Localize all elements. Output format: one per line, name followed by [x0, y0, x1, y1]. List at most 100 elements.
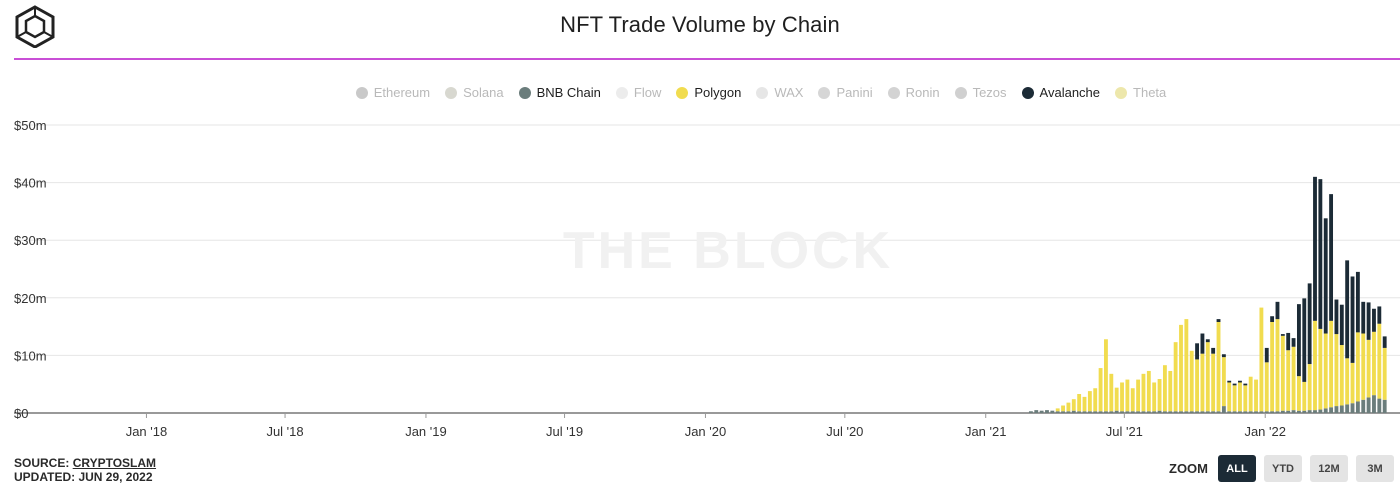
bar-avalanche [1355, 271, 1360, 333]
bar-polygon [1227, 382, 1232, 412]
watermark: THE BLOCK [563, 222, 893, 280]
bar-bnb-chain [1179, 411, 1183, 413]
legend-item-avalanche[interactable]: Avalanche [1021, 85, 1100, 100]
bar-polygon [1109, 373, 1114, 412]
bar-polygon [1345, 358, 1350, 405]
bar-polygon [1323, 333, 1328, 409]
bar-avalanche [1221, 354, 1226, 358]
bar-bnb-chain [1286, 410, 1291, 413]
bar-bnb-chain [1066, 411, 1071, 413]
legend-item-ronin[interactable]: Ronin [887, 85, 940, 100]
bar-avalanche [1205, 339, 1210, 343]
legend-label: Panini [836, 85, 873, 100]
bar-polygon [1066, 402, 1071, 412]
bar-polygon [1243, 385, 1248, 412]
bar-avalanche [1334, 299, 1339, 335]
bar-avalanche [1200, 333, 1205, 354]
bar-bnb-chain [1195, 411, 1200, 413]
legend-item-tezos[interactable]: Tezos [954, 85, 1007, 100]
x-tick-label: Jul '21 [1106, 424, 1143, 439]
the-block-logo [15, 5, 55, 48]
title-divider [14, 58, 1400, 60]
legend-item-theta[interactable]: Theta [1115, 85, 1166, 100]
bar-avalanche [1243, 383, 1248, 386]
zoom-all-button[interactable]: ALL [1218, 455, 1256, 482]
chart-title: NFT Trade Volume by Chain [560, 12, 840, 37]
legend-label: Solana [463, 85, 504, 100]
bar-polygon [1280, 335, 1285, 411]
bar-bnb-chain [1313, 410, 1317, 413]
bar-bnb-chain [1071, 410, 1076, 413]
bar-polygon [1200, 353, 1205, 412]
bar-bnb-chain [1211, 411, 1216, 413]
bar-bnb-chain [1093, 411, 1098, 413]
bar-polygon [1248, 376, 1253, 412]
legend-item-solana[interactable]: Solana [445, 85, 504, 100]
legend-item-ethereum[interactable]: Ethereum [355, 85, 430, 100]
bar-avalanche [1270, 316, 1275, 322]
bar-polygon [1104, 339, 1108, 412]
legend-dot-icon [1115, 86, 1128, 99]
bar-avalanche [1372, 308, 1376, 332]
bar-polygon [1157, 379, 1162, 411]
bar-bnb-chain [1162, 411, 1167, 413]
legend-item-polygon[interactable]: Polygon [676, 85, 741, 100]
bar-bnb-chain [1184, 411, 1189, 413]
zoom-controls: ZOOM ALL YTD 12M 3M [1169, 455, 1394, 482]
bar-bnb-chain [1104, 411, 1108, 413]
bar-bnb-chain [1254, 411, 1258, 413]
legend-item-bnb-chain[interactable]: BNB Chain [518, 85, 601, 100]
bar-polygon [1120, 382, 1124, 412]
bar-avalanche [1238, 380, 1242, 383]
bar-polygon [1361, 333, 1366, 400]
bar-bnb-chain [1125, 411, 1130, 413]
bar-bnb-chain [1296, 410, 1301, 413]
bar-polygon [1071, 399, 1076, 411]
source-link[interactable]: CRYPTOSLAM [72, 456, 157, 470]
bar-bnb-chain [1157, 410, 1162, 413]
bar-polygon [1125, 379, 1130, 412]
bar-polygon [1275, 319, 1280, 412]
bar-polygon [1286, 350, 1291, 411]
bar-polygon [1082, 396, 1087, 412]
bar-polygon [1302, 381, 1307, 411]
bar-avalanche [1232, 383, 1237, 386]
legend-item-wax[interactable]: WAX [756, 85, 803, 100]
bar-polygon [1318, 328, 1323, 410]
y-tick-label: $10m [14, 348, 47, 363]
bar-avalanche [1313, 176, 1317, 321]
bar-bnb-chain [1345, 404, 1350, 413]
bar-bnb-chain [1189, 411, 1194, 413]
bar-bnb-chain [1055, 411, 1060, 413]
bar-polygon [1173, 342, 1178, 412]
bar-avalanche [1286, 332, 1291, 351]
bar-polygon [1211, 353, 1216, 412]
bar-bnb-chain [1114, 410, 1119, 413]
bar-avalanche [1211, 347, 1216, 354]
bar-polygon [1366, 339, 1371, 398]
bar-polygon [1168, 370, 1173, 412]
bar-bnb-chain [1227, 411, 1232, 413]
legend-dot-icon [818, 86, 831, 99]
bar-polygon [1259, 307, 1264, 412]
zoom-3m-button[interactable]: 3M [1356, 455, 1394, 482]
legend-item-panini[interactable]: Panini [818, 85, 873, 100]
legend-item-flow[interactable]: Flow [615, 85, 661, 100]
bar-polygon [1055, 408, 1060, 412]
bar-bnb-chain [1050, 410, 1055, 413]
y-tick-label: $40m [14, 176, 47, 191]
bar-avalanche [1318, 179, 1323, 329]
bar-avalanche [1329, 194, 1334, 321]
legend-label: Ronin [905, 85, 940, 100]
chart-legend: Ethereum Solana BNB Chain Flow Polygon WAX Pan… [0, 85, 1400, 100]
bar-bnb-chain [1045, 410, 1049, 413]
y-tick-label: $30m [14, 233, 47, 248]
zoom-12m-button[interactable]: 12M [1310, 455, 1348, 482]
bar-polygon [1141, 373, 1146, 412]
bar-polygon [1372, 331, 1376, 396]
bar-polygon [1162, 365, 1167, 412]
zoom-ytd-button[interactable]: YTD [1264, 455, 1302, 482]
bar-bnb-chain [1248, 411, 1253, 413]
bar-polygon [1350, 362, 1355, 404]
legend-dot-icon [756, 86, 769, 99]
